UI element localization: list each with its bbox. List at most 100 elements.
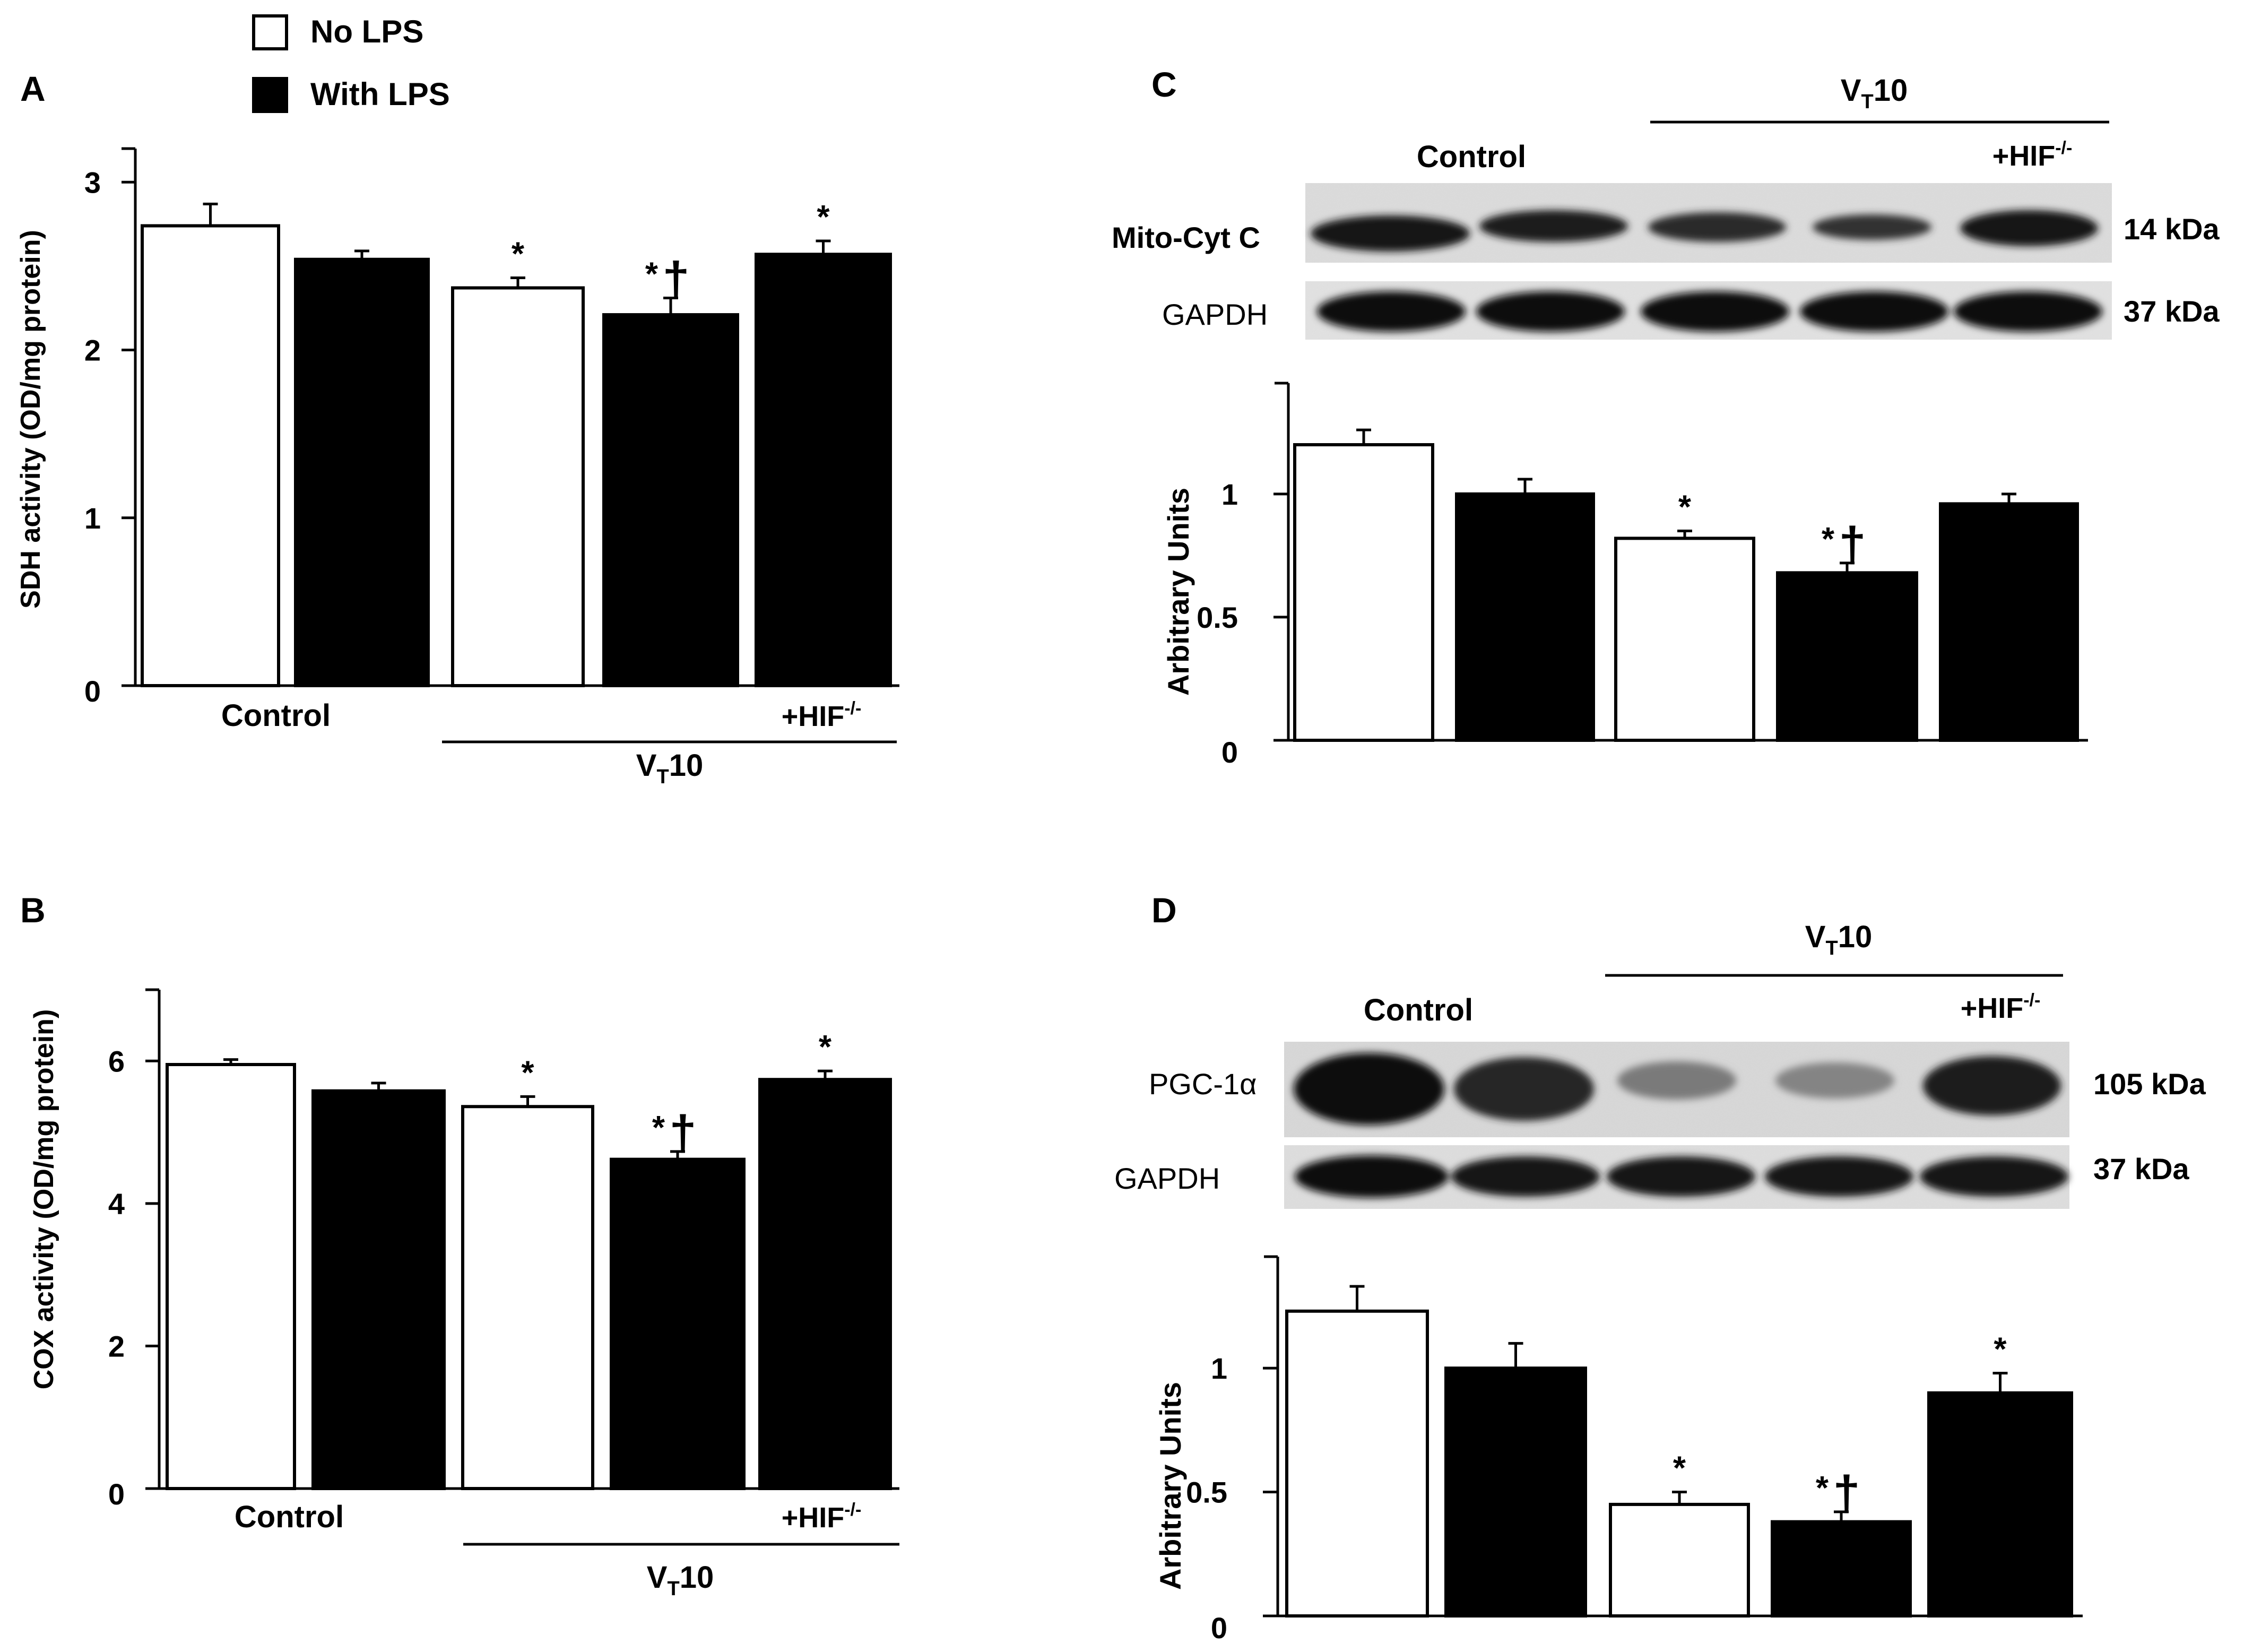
panel-b-bar-2: [311, 1089, 446, 1491]
panel-b-y-tick-label-3: 4: [108, 1187, 125, 1221]
panel-a-vt-prefix: V: [636, 748, 657, 783]
panel-c-significance-3: *: [1678, 489, 1692, 525]
legend-swatch-no-lps: [252, 14, 288, 50]
panel-d-hif-prefix: +HIF: [1961, 992, 2024, 1024]
panel-d-y-axis-label: Arbitrary Units: [1154, 1382, 1187, 1590]
panel-b-control-label: Control: [235, 1500, 344, 1534]
panel-c-band-target-3: [1648, 212, 1786, 242]
panel-d-band-target-2: [1454, 1057, 1594, 1121]
panel-b-bar-5: [758, 1078, 892, 1490]
panel-a-bar-2: [294, 257, 430, 688]
panel-a-y-tick-label-4: 3: [84, 166, 101, 199]
legend-label-with-lps: With LPS: [310, 76, 450, 112]
legend-label-no-lps: No LPS: [310, 14, 423, 49]
panel-d-y-tick-label-3: 1: [1211, 1352, 1227, 1385]
panel-d-header: VT10 Control +HIF-/-: [1364, 920, 2063, 1027]
panel-b-hif-prefix: +HIF: [782, 1502, 845, 1534]
panel-letter-c: C: [1151, 65, 1177, 104]
panel-c-control-label: Control: [1417, 140, 1526, 174]
panel-c-chart: 00.51 ** † Arbitrary Units: [1162, 382, 2088, 769]
panel-a-axes: 0 1 2 3: [84, 147, 899, 708]
panel-a-vt-label: VT10: [636, 748, 703, 788]
panel-d-blot: PGC-1α 105 kDa GAPDH 37 kDa: [1114, 1042, 2206, 1209]
panel-d-vt-label: VT10: [1805, 920, 1872, 959]
panel-d-significance-3: *: [1673, 1450, 1686, 1487]
panel-b-bars: [166, 1058, 892, 1491]
panel-c-hif-prefix: +HIF: [1992, 140, 2056, 172]
panel-d-bar-2: [1444, 1366, 1587, 1618]
panel-c-hif-label: +HIF-/-: [1992, 138, 2073, 172]
panel-a-significance-4: *: [645, 256, 659, 292]
panel-d-hif-label: +HIF-/-: [1961, 990, 2041, 1024]
panel-d-y-tick-label-1: 0: [1211, 1611, 1227, 1645]
panel-c-y-tick-label-2: 0.5: [1197, 601, 1238, 634]
panel-c-row-kda-gapdh: 37 kDa: [2124, 295, 2220, 328]
panel-b-hif-sup: -/-: [844, 1500, 861, 1520]
panel-d-band-gapdh-1: [1295, 1155, 1449, 1198]
panel-c-band-gapdh-3: [1641, 291, 1789, 332]
panel-b-vt-prefix: V: [647, 1560, 668, 1595]
panel-d-annotations: ** †*: [1673, 1331, 2007, 1520]
panel-a-y-tick-label-2: 1: [84, 501, 101, 535]
panel-letter-d: D: [1151, 890, 1177, 930]
panel-b-bar-4: [610, 1157, 746, 1491]
panel-a-y-axis-label: SDH activity (OD/mg protein): [15, 230, 46, 609]
panel-d-bars: [1285, 1285, 2073, 1618]
panel-c-y-tick-label-3: 1: [1221, 478, 1238, 511]
panel-c-band-gapdh-4: [1800, 291, 1948, 332]
panel-c-band-target-2: [1479, 210, 1628, 242]
panel-b-hif-label: +HIF-/-: [782, 1500, 862, 1534]
panel-c-vt-sub: T: [1861, 91, 1873, 113]
panel-d-significance-5: *: [1994, 1331, 2007, 1368]
panel-c-band-gapdh-5: [1954, 291, 2102, 332]
panel-a-bar-5: [755, 253, 892, 687]
panel-d-band-gapdh-2: [1451, 1156, 1600, 1197]
panel-a-significance-5: *: [817, 199, 830, 236]
panel-b-y-tick-label-2: 2: [108, 1329, 125, 1363]
panel-c-vt-prefix: V: [1841, 73, 1861, 108]
panel-c-dagger-4: †: [1839, 517, 1866, 572]
panel-a-hif-sup: -/-: [844, 698, 861, 719]
panel-d-band-target-3: [1617, 1061, 1736, 1100]
panel-a-hif-label: +HIF-/-: [782, 698, 862, 732]
panel-d-axes: 00.51: [1186, 1255, 2083, 1645]
panel-letter-b: B: [20, 890, 46, 930]
panel-c-bars: [1293, 428, 2079, 742]
panel-a-bars: [141, 202, 892, 688]
panel-d-bar-1: [1285, 1309, 1429, 1618]
panel-c-axes: 00.51: [1197, 382, 2088, 769]
panel-b-dagger-4: †: [669, 1106, 696, 1160]
panel-b-significance-4: *: [652, 1110, 665, 1146]
panel-a-control-label: Control: [221, 698, 331, 733]
panel-d-hif-sup: -/-: [2023, 990, 2040, 1010]
panel-d-chart: 00.51 ** †* Arbitrary Units: [1154, 1255, 2083, 1645]
panel-d-significance-4: *: [1816, 1470, 1829, 1507]
panel-b-axes: 0 2 4 6: [108, 988, 899, 1511]
panel-b-vt-suffix: 10: [680, 1560, 714, 1595]
panel-a-dagger-4: †: [662, 252, 689, 306]
panel-c-annotations: ** †: [1678, 489, 1866, 571]
panel-a-annotations: ** †*: [512, 199, 830, 307]
panel-b-bar-3: [461, 1105, 594, 1490]
panel-c-hif-sup: -/-: [2055, 138, 2072, 158]
panel-c-header: VT10 Control +HIF-/-: [1417, 73, 2109, 174]
panel-c-band-target-4: [1813, 214, 1931, 240]
panel-b-vt-label: VT10: [647, 1560, 714, 1600]
panel-d-row-kda-target: 105 kDa: [2093, 1067, 2206, 1101]
panel-d-dagger-4: †: [1833, 1466, 1860, 1520]
legend-swatch-with-lps: [252, 77, 288, 113]
panel-d-row-label-gapdh: GAPDH: [1114, 1162, 1220, 1195]
panel-d-control-label: Control: [1364, 993, 1473, 1027]
panel-a-bar-3: [451, 286, 585, 687]
panel-c-significance-4: *: [1822, 521, 1835, 558]
panel-d-row-label-target: PGC-1α: [1149, 1067, 1257, 1101]
panel-a-vt-suffix: 10: [669, 748, 704, 783]
panel-c-row-label-target: Mito-Cyt C: [1112, 221, 1260, 254]
panel-d-row-kda-gapdh: 37 kDa: [2093, 1152, 2189, 1186]
panel-c-bar-2: [1455, 492, 1595, 742]
panel-c-band-target-1: [1311, 215, 1470, 252]
panel-a-bar-1: [141, 224, 280, 688]
panel-c-row-kda-target: 14 kDa: [2124, 212, 2220, 246]
panel-c-vt-label: VT10: [1841, 73, 1908, 113]
